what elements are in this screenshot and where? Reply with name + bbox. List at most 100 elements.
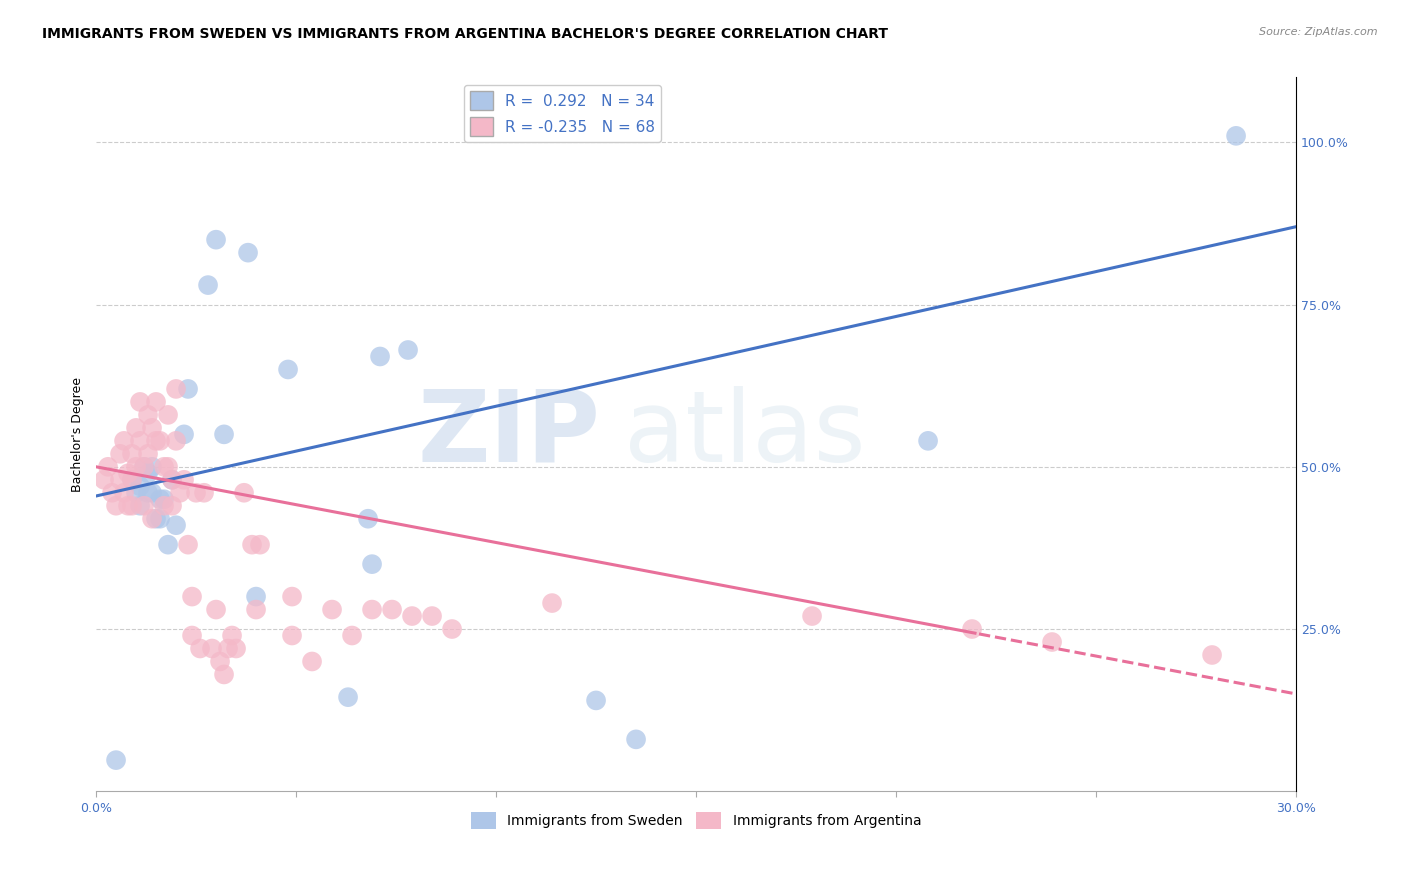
Point <box>1040 635 1063 649</box>
Point <box>201 641 224 656</box>
Point <box>112 485 135 500</box>
Point <box>169 485 191 500</box>
Point <box>145 395 167 409</box>
Point <box>212 427 235 442</box>
Point <box>541 596 564 610</box>
Point <box>585 693 607 707</box>
Point <box>149 512 172 526</box>
Point <box>165 434 187 448</box>
Point <box>917 434 939 448</box>
Point <box>181 628 204 642</box>
Point <box>153 499 176 513</box>
Point <box>97 459 120 474</box>
Point <box>141 459 163 474</box>
Point <box>157 408 180 422</box>
Point <box>193 485 215 500</box>
Point <box>1201 648 1223 662</box>
Point <box>197 278 219 293</box>
Point <box>149 492 172 507</box>
Point <box>225 641 247 656</box>
Point <box>101 485 124 500</box>
Y-axis label: Bachelor's Degree: Bachelor's Degree <box>72 376 84 491</box>
Point <box>157 459 180 474</box>
Point <box>381 602 404 616</box>
Point <box>141 512 163 526</box>
Point <box>165 518 187 533</box>
Point <box>1225 128 1247 143</box>
Point <box>188 641 211 656</box>
Point <box>240 538 263 552</box>
Point <box>245 590 267 604</box>
Point <box>105 753 128 767</box>
Point <box>396 343 419 357</box>
Point <box>441 622 464 636</box>
Point <box>149 434 172 448</box>
Point <box>157 538 180 552</box>
Point <box>117 499 139 513</box>
Point <box>184 485 207 500</box>
Point <box>141 421 163 435</box>
Text: atlas: atlas <box>624 386 866 483</box>
Point <box>321 602 343 616</box>
Point <box>357 512 380 526</box>
Point <box>136 408 159 422</box>
Point <box>141 485 163 500</box>
Point <box>340 628 363 642</box>
Text: ZIP: ZIP <box>418 386 600 483</box>
Point <box>233 485 256 500</box>
Point <box>420 609 443 624</box>
Point <box>801 609 824 624</box>
Point <box>960 622 983 636</box>
Point <box>368 350 391 364</box>
Point <box>136 467 159 481</box>
Point <box>129 499 152 513</box>
Point <box>245 602 267 616</box>
Point <box>249 538 271 552</box>
Point <box>281 628 304 642</box>
Text: IMMIGRANTS FROM SWEDEN VS IMMIGRANTS FROM ARGENTINA BACHELOR'S DEGREE CORRELATIO: IMMIGRANTS FROM SWEDEN VS IMMIGRANTS FRO… <box>42 27 889 41</box>
Text: Source: ZipAtlas.com: Source: ZipAtlas.com <box>1260 27 1378 37</box>
Point <box>121 447 143 461</box>
Point <box>93 473 115 487</box>
Point <box>121 499 143 513</box>
Point <box>117 467 139 481</box>
Point <box>121 473 143 487</box>
Point <box>129 479 152 493</box>
Point <box>132 459 155 474</box>
Point <box>361 557 384 571</box>
Point <box>212 667 235 681</box>
Point <box>136 447 159 461</box>
Point <box>173 427 195 442</box>
Point <box>209 655 232 669</box>
Point <box>181 590 204 604</box>
Point <box>129 395 152 409</box>
Point <box>125 421 148 435</box>
Point <box>129 434 152 448</box>
Point <box>401 609 423 624</box>
Point <box>281 590 304 604</box>
Point <box>277 362 299 376</box>
Point <box>108 447 131 461</box>
Point <box>160 499 183 513</box>
Point <box>624 732 647 747</box>
Point <box>221 628 243 642</box>
Point <box>165 382 187 396</box>
Point <box>177 382 200 396</box>
Point <box>361 602 384 616</box>
Point <box>205 602 228 616</box>
Point <box>160 473 183 487</box>
Point <box>177 538 200 552</box>
Point <box>301 655 323 669</box>
Point <box>132 499 155 513</box>
Point <box>337 690 360 705</box>
Point <box>132 459 155 474</box>
Point <box>145 434 167 448</box>
Point <box>160 473 183 487</box>
Point <box>153 492 176 507</box>
Point <box>136 485 159 500</box>
Point <box>121 473 143 487</box>
Point <box>153 459 176 474</box>
Point <box>145 512 167 526</box>
Point <box>125 459 148 474</box>
Point <box>236 245 259 260</box>
